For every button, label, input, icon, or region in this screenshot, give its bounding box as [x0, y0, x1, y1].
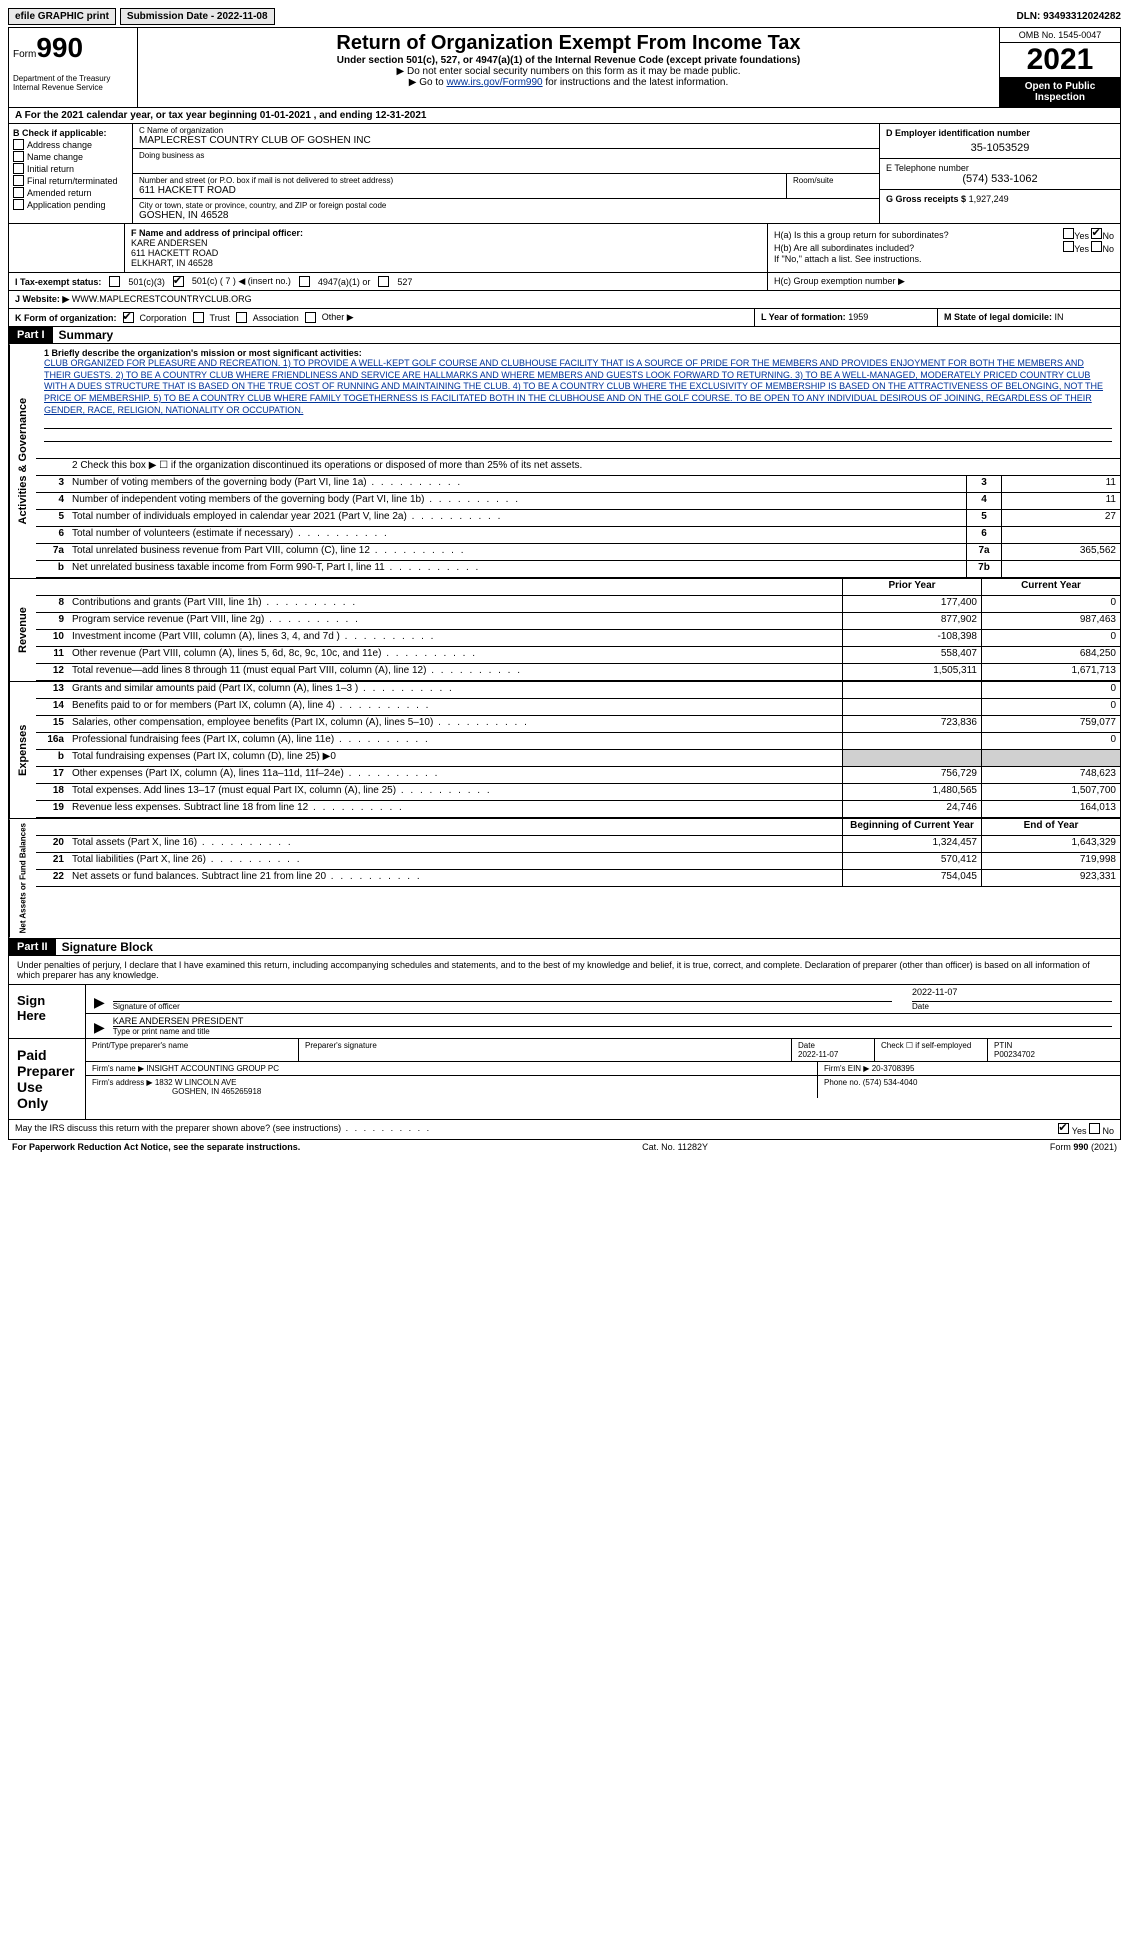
table-row: 13Grants and similar amounts paid (Part … [36, 682, 1120, 699]
section-d: D Employer identification number 35-1053… [879, 124, 1120, 223]
phone-value: (574) 533-1062 [886, 173, 1114, 185]
form-title: Return of Organization Exempt From Incom… [142, 32, 995, 55]
ha-yes-checkbox[interactable] [1063, 228, 1074, 239]
discuss-row: May the IRS discuss this return with the… [8, 1120, 1121, 1140]
form-note1: ▶ Do not enter social security numbers o… [142, 66, 995, 77]
discuss-yes-checkbox[interactable] [1058, 1123, 1069, 1134]
org-address: 611 HACKETT ROAD [139, 185, 780, 196]
table-row: bNet unrelated business taxable income f… [36, 561, 1120, 578]
governance-section: Activities & Governance 1 Briefly descri… [8, 344, 1121, 579]
section-klm: K Form of organization: Corporation Trus… [8, 309, 1121, 327]
table-row: 11Other revenue (Part VIII, column (A), … [36, 647, 1120, 664]
discuss-no-checkbox[interactable] [1089, 1123, 1100, 1134]
part1-header: Part I Summary [8, 327, 1121, 344]
table-row: 9Program service revenue (Part VIII, lin… [36, 613, 1120, 630]
other-checkbox[interactable] [305, 312, 316, 323]
ein-value: 35-1053529 [886, 142, 1114, 154]
gross-receipts: 1,927,249 [969, 194, 1009, 204]
irs-link[interactable]: www.irs.gov/Form990 [446, 77, 542, 88]
efile-button[interactable]: efile GRAPHIC print [8, 8, 116, 25]
org-city: GOSHEN, IN 46528 [139, 210, 873, 221]
corp-checkbox[interactable] [123, 312, 134, 323]
table-row: 19Revenue less expenses. Subtract line 1… [36, 801, 1120, 818]
hb-no-checkbox[interactable] [1091, 241, 1102, 252]
table-row: 22Net assets or fund balances. Subtract … [36, 870, 1120, 887]
table-row: 14Benefits paid to or for members (Part … [36, 699, 1120, 716]
name-change-checkbox[interactable] [13, 151, 24, 162]
line-a: A For the 2021 calendar year, or tax yea… [8, 108, 1121, 124]
hb-yes-checkbox[interactable] [1063, 241, 1074, 252]
table-row: 20Total assets (Part X, line 16)1,324,45… [36, 836, 1120, 853]
table-row: 3Number of voting members of the governi… [36, 476, 1120, 493]
section-f-h: F Name and address of principal officer:… [8, 224, 1121, 273]
netassets-section: Net Assets or Fund Balances Beginning of… [8, 819, 1121, 938]
officer-name: KARE ANDERSEN [131, 238, 761, 248]
table-row: 16aProfessional fundraising fees (Part I… [36, 733, 1120, 750]
website-value: WWW.MAPLECRESTCOUNTRYCLUB.ORG [72, 294, 252, 304]
501c3-checkbox[interactable] [109, 276, 120, 287]
table-row: bTotal fundraising expenses (Part IX, co… [36, 750, 1120, 767]
top-bar: efile GRAPHIC print Submission Date - 20… [8, 8, 1121, 25]
table-row: 8Contributions and grants (Part VIII, li… [36, 596, 1120, 613]
table-row: 6Total number of volunteers (estimate if… [36, 527, 1120, 544]
address-change-checkbox[interactable] [13, 139, 24, 150]
4947-checkbox[interactable] [299, 276, 310, 287]
table-row: 12Total revenue—add lines 8 through 11 (… [36, 664, 1120, 681]
table-row: 18Total expenses. Add lines 13–17 (must … [36, 784, 1120, 801]
firm-name: INSIGHT ACCOUNTING GROUP PC [146, 1064, 279, 1073]
amended-return-checkbox[interactable] [13, 187, 24, 198]
form-note2: ▶ Go to www.irs.gov/Form990 for instruct… [142, 77, 995, 88]
assoc-checkbox[interactable] [236, 312, 247, 323]
ptin-value: P00234702 [994, 1050, 1035, 1059]
table-row: 15Salaries, other compensation, employee… [36, 716, 1120, 733]
dept-text: Department of the Treasury Internal Reve… [13, 74, 133, 92]
527-checkbox[interactable] [378, 276, 389, 287]
trust-checkbox[interactable] [193, 312, 204, 323]
section-i: I Tax-exempt status: 501(c)(3) 501(c) ( … [8, 273, 1121, 291]
501c-checkbox[interactable] [173, 276, 184, 287]
form-subtitle: Under section 501(c), 527, or 4947(a)(1)… [142, 55, 995, 66]
submission-button[interactable]: Submission Date - 2022-11-08 [120, 8, 275, 25]
signature-block: Under penalties of perjury, I declare th… [8, 956, 1121, 1120]
dln-text: DLN: 93493312024282 [1016, 11, 1121, 22]
table-row: 4Number of independent voting members of… [36, 493, 1120, 510]
page-footer: For Paperwork Reduction Act Notice, see … [8, 1140, 1121, 1154]
form-number: Form990 [13, 32, 133, 64]
final-return-checkbox[interactable] [13, 175, 24, 186]
form-header: Form990 Department of the Treasury Inter… [8, 27, 1121, 108]
tax-year: 2021 [1000, 43, 1120, 77]
section-b: B Check if applicable: Address change Na… [9, 124, 133, 223]
section-c: C Name of organization MAPLECREST COUNTR… [133, 124, 879, 223]
table-row: 10Investment income (Part VIII, column (… [36, 630, 1120, 647]
open-inspection: Open to Public Inspection [1000, 77, 1120, 107]
omb-number: OMB No. 1545-0047 [1000, 28, 1120, 43]
application-pending-checkbox[interactable] [13, 199, 24, 210]
expenses-section: Expenses 13Grants and similar amounts pa… [8, 682, 1121, 819]
table-row: 21Total liabilities (Part X, line 26)570… [36, 853, 1120, 870]
table-row: 5Total number of individuals employed in… [36, 510, 1120, 527]
section-j: J Website: ▶ WWW.MAPLECRESTCOUNTRYCLUB.O… [8, 291, 1121, 309]
ha-no-checkbox[interactable] [1091, 228, 1102, 239]
part2-header: Part II Signature Block [8, 939, 1121, 956]
org-info-block: B Check if applicable: Address change Na… [8, 124, 1121, 224]
table-row: 17Other expenses (Part IX, column (A), l… [36, 767, 1120, 784]
officer-print-name: KARE ANDERSEN PRESIDENT [113, 1016, 1112, 1027]
table-row: 7aTotal unrelated business revenue from … [36, 544, 1120, 561]
revenue-section: Revenue Prior Year Current Year 8Contrib… [8, 579, 1121, 682]
mission-text: CLUB ORGANIZED FOR PLEASURE AND RECREATI… [44, 358, 1112, 416]
initial-return-checkbox[interactable] [13, 163, 24, 174]
org-name: MAPLECREST COUNTRY CLUB OF GOSHEN INC [139, 135, 873, 146]
